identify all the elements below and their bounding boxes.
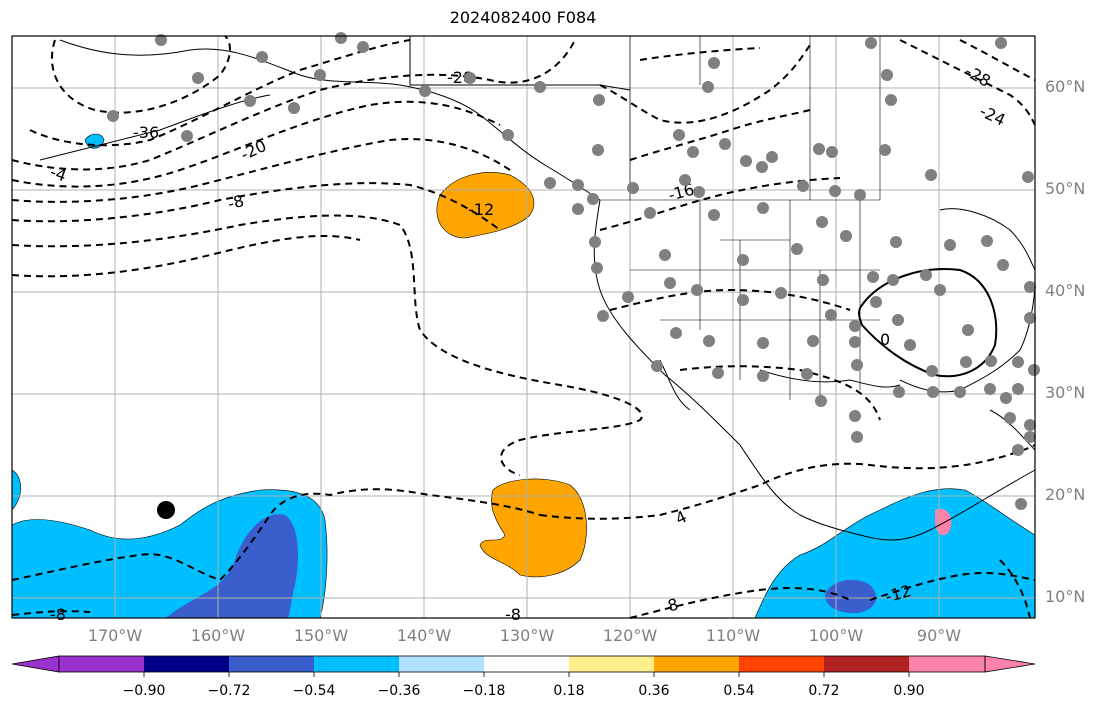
colorbar-segment [59, 656, 145, 672]
zero-contour [858, 268, 998, 378]
contour-label: -36 [133, 123, 159, 142]
orange-anomaly-region-south [479, 478, 587, 578]
lat-label: 50°N [1045, 179, 1086, 198]
colorbar-extend-right [984, 655, 1036, 673]
colorbar-tick-label: −0.54 [292, 683, 336, 699]
colorbar-tick-label: 0.72 [808, 683, 840, 699]
map-frame [11, 35, 1036, 619]
lat-label: 60°N [1045, 77, 1086, 96]
orange-anomaly-region-north [436, 172, 535, 239]
colorbar-tick-label: 0.36 [638, 683, 670, 699]
lat-label: 40°N [1045, 281, 1086, 300]
contour-label: 4 [672, 507, 689, 529]
gridlines [12, 36, 1035, 618]
state-borders [600, 36, 881, 400]
colorbar-tick-label: −0.36 [377, 683, 421, 699]
contours [11, 35, 1036, 619]
contour-label: 0 [880, 330, 890, 349]
darkblue-anomaly-region-central-america [825, 579, 877, 614]
colorbar-segment [654, 656, 740, 672]
marker-black-dot [157, 501, 175, 519]
colorbar-extend-left [11, 655, 60, 673]
lat-label: 10°N [1045, 587, 1086, 606]
lat-label: 20°N [1045, 485, 1086, 504]
contour-label: -4 [48, 162, 69, 185]
colorbar-tick-label: 0.54 [723, 683, 755, 699]
colorbar-tick-label: −0.72 [207, 683, 251, 699]
colorbar-segment [399, 656, 485, 672]
lon-label: 170°W [87, 626, 143, 645]
colorbar-segment [144, 656, 230, 672]
colorbar-tick-label: −0.18 [462, 683, 506, 699]
blue-anomaly-region-west-edge [11, 469, 21, 511]
contour-label: 8 [666, 595, 681, 616]
coastlines [39, 36, 1036, 541]
contour-label: -20 [238, 136, 270, 164]
colorbar [11, 655, 1036, 677]
contour-label: -8 [226, 191, 246, 213]
lon-label: 120°W [602, 626, 658, 645]
colorbar-segment [314, 656, 400, 672]
colorbar-tick-label: −0.90 [122, 683, 166, 699]
contour-label: -28 [962, 61, 994, 91]
station-markers [107, 32, 1040, 510]
lon-label: 160°W [190, 626, 246, 645]
lon-label: 150°W [293, 626, 349, 645]
lon-label: 90°W [916, 626, 962, 645]
shaded-anomaly-fields [11, 133, 1036, 619]
colorbar-frame [58, 655, 986, 673]
colorbar-segment [569, 656, 655, 672]
contour-label: -8 [50, 605, 66, 624]
colorbar-segment [824, 656, 910, 672]
darkblue-anomaly-region-hawaii [165, 514, 298, 618]
contour-label: -8 [505, 605, 521, 624]
lat-label: 30°N [1045, 383, 1086, 402]
colorbar-segment [909, 656, 985, 672]
chart-title: 2024082400 F084 [449, 8, 597, 27]
contour-label: -24 [977, 101, 1009, 129]
lon-label: 100°W [808, 626, 864, 645]
blue-anomaly-region-central-america [754, 488, 1036, 619]
colorbar-segment [739, 656, 825, 672]
colorbar-tick-label: 0.18 [553, 683, 585, 699]
lon-label: 140°W [396, 626, 452, 645]
lon-label: 130°W [499, 626, 555, 645]
colorbar-segment [229, 656, 315, 672]
colorbar-tick-label: 0.90 [893, 683, 925, 699]
colorbar-segment [484, 656, 570, 672]
contour-label: -12 [468, 200, 494, 219]
lon-label: 110°W [705, 626, 761, 645]
